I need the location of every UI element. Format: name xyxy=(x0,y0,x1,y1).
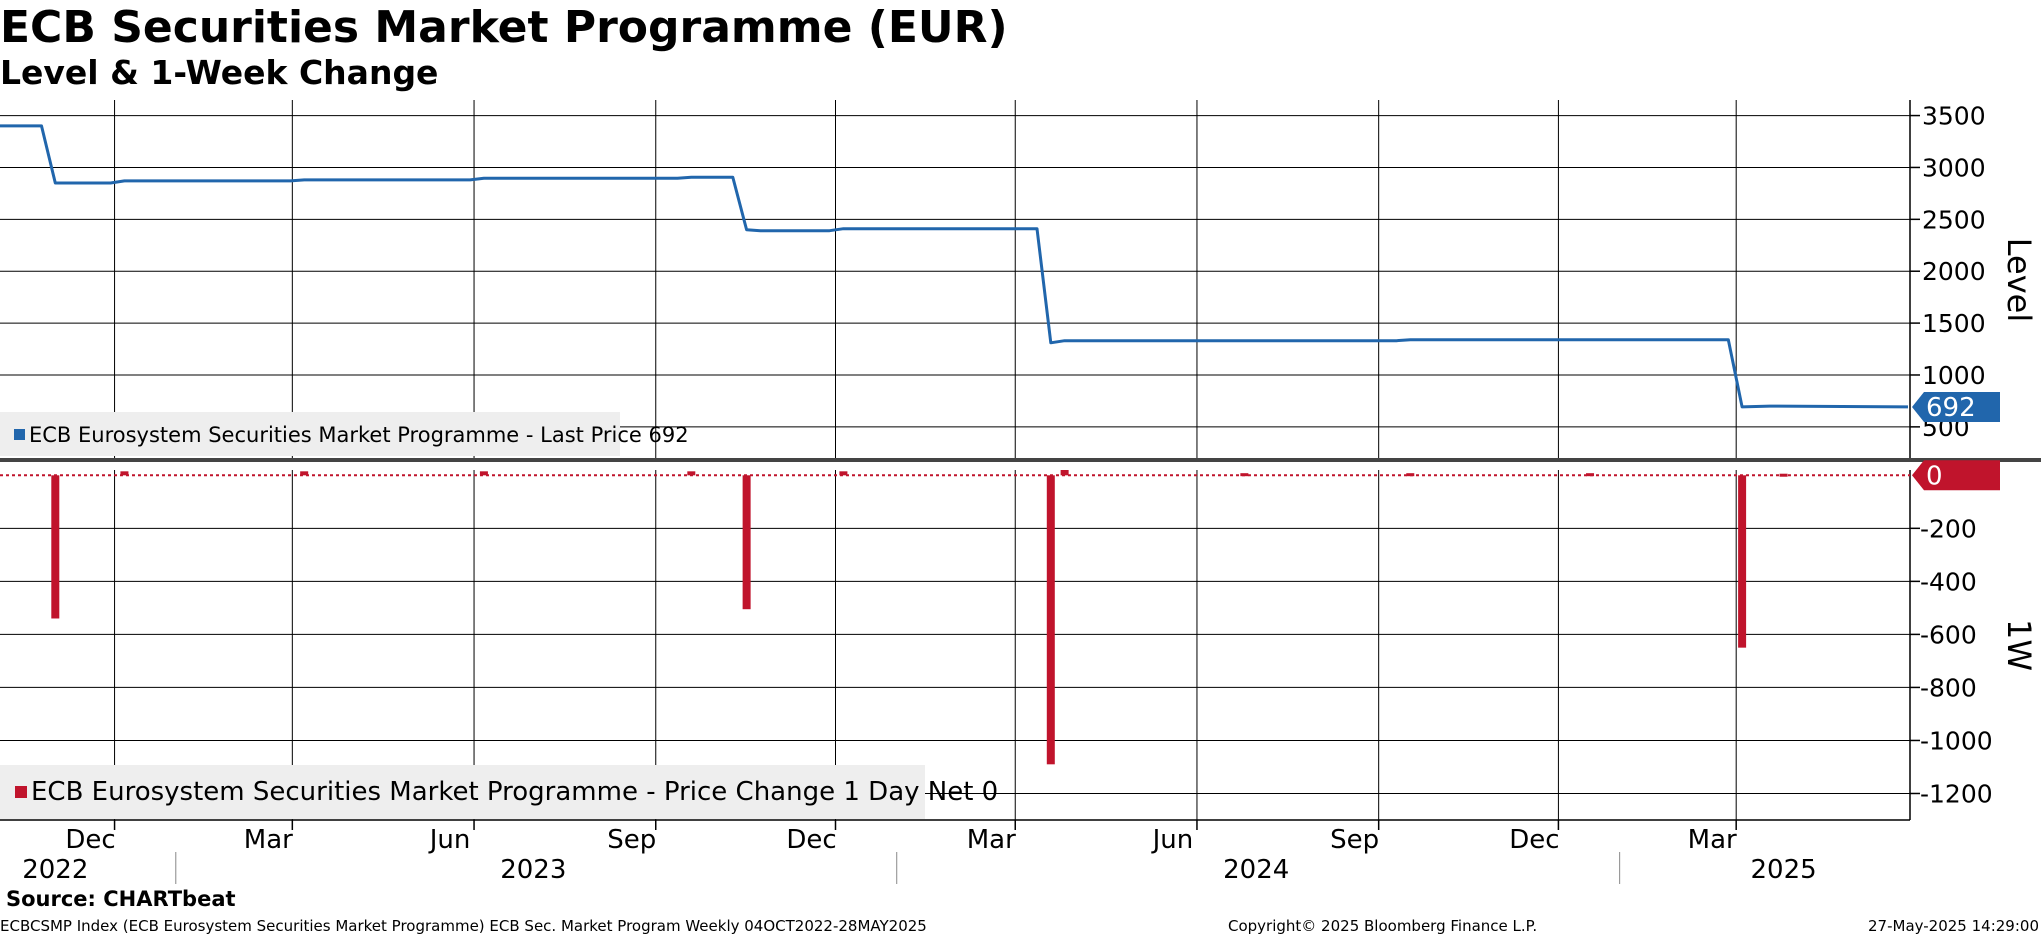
change-bar xyxy=(51,475,60,619)
x-tick-label: Dec xyxy=(1509,825,1559,855)
bottom-y-axis-title: 1W xyxy=(2000,619,2038,671)
change-bar xyxy=(1779,473,1788,477)
top-y-axis-title: Level xyxy=(2000,238,2038,322)
x-tick-label: Mar xyxy=(244,825,293,855)
top-ytick-label: 3500 xyxy=(1922,102,1986,131)
top-legend-swatch xyxy=(14,429,25,440)
change-bar xyxy=(1060,470,1069,476)
change-bar xyxy=(1406,473,1415,477)
top-ytick-label: 3000 xyxy=(1922,153,1986,182)
top-ytick-label: 2000 xyxy=(1922,257,1986,286)
panel-separator xyxy=(0,458,2041,462)
bottom-ytick-label: -600 xyxy=(1920,620,1977,649)
x-year-label: 2022 xyxy=(22,855,88,885)
change-bar xyxy=(1046,475,1055,765)
change-bar xyxy=(742,475,751,610)
bottom-legend-swatch xyxy=(15,786,27,798)
x-tick-label: Dec xyxy=(65,825,115,855)
x-year-label: 2024 xyxy=(1223,855,1289,885)
top-ytick-label: 1000 xyxy=(1922,361,1986,390)
top-legend-text: ECB Eurosystem Securities Market Program… xyxy=(29,423,689,447)
bottom-legend-box xyxy=(0,765,925,819)
top-legend-box xyxy=(0,412,620,456)
bottom-ytick-label: -1000 xyxy=(1920,726,1993,755)
top-ytick-label: 2500 xyxy=(1922,205,1986,234)
change-bar xyxy=(1240,473,1249,477)
copyright-notice: Copyright© 2025 Bloomberg Finance L.P. xyxy=(1228,917,1538,935)
last-price-label: 692 xyxy=(1926,393,1976,423)
bottom-ytick-label: -200 xyxy=(1920,514,1977,543)
bottom-ytick-label: -1200 xyxy=(1920,779,1993,808)
change-bar xyxy=(120,471,129,476)
change-bar xyxy=(687,471,696,476)
ticker-info: ECBCSMP Index (ECB Eurosystem Securities… xyxy=(0,917,927,935)
x-tick-label: Sep xyxy=(607,825,656,855)
chart-title: ECB Securities Market Programme (EUR) xyxy=(0,2,1008,53)
x-tick-label: Sep xyxy=(1330,825,1379,855)
change-bar xyxy=(479,471,488,476)
timestamp: 27-May-2025 14:29:00 xyxy=(1868,917,2039,935)
x-tick-label: Jun xyxy=(428,825,471,855)
last-change-tag xyxy=(1912,460,2000,491)
change-bar xyxy=(300,471,309,476)
x-tick-label: Mar xyxy=(967,825,1016,855)
x-tick-label: Mar xyxy=(1688,825,1737,855)
x-tick-label: Jun xyxy=(1151,825,1194,855)
last-price-tag xyxy=(1912,391,2000,422)
x-year-label: 2025 xyxy=(1751,855,1817,885)
bottom-legend-text: ECB Eurosystem Securities Market Program… xyxy=(31,777,998,807)
source-label: Source: CHARTbeat xyxy=(6,887,236,911)
change-bar xyxy=(1738,475,1747,648)
x-tick-label: Dec xyxy=(786,825,836,855)
last-change-label: 0 xyxy=(1926,461,1943,491)
chart-subtitle: Level & 1-Week Change xyxy=(0,53,439,92)
bottom-ytick-label: -400 xyxy=(1920,567,1977,596)
bottom-ytick-label: -800 xyxy=(1920,673,1977,702)
x-year-label: 2023 xyxy=(500,855,566,885)
change-bar xyxy=(1586,473,1595,477)
level-line-series xyxy=(0,124,1909,409)
top-ytick-label: 1500 xyxy=(1922,309,1986,338)
change-bar xyxy=(839,471,848,476)
